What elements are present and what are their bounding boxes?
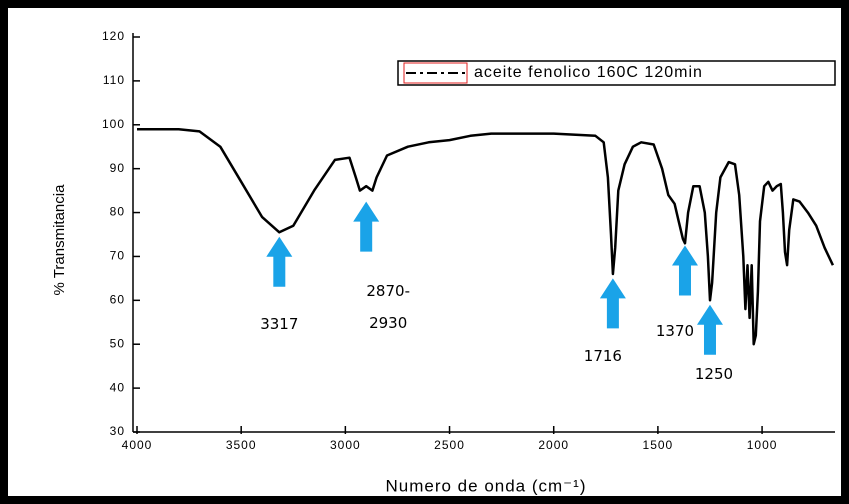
x-tick-label: 2500 xyxy=(434,438,465,452)
x-tick-label: 1500 xyxy=(643,438,674,452)
x-tick-label: 4000 xyxy=(122,438,153,452)
annotation-label: 2930 xyxy=(369,314,407,332)
y-tick-label: 30 xyxy=(110,424,125,438)
legend-label: aceite fenolico 160C 120min xyxy=(474,64,703,81)
x-tick-label: 2000 xyxy=(538,438,569,452)
y-tick-label: 110 xyxy=(103,73,125,87)
x-tick-label: 3000 xyxy=(330,438,361,452)
annotation-arrow xyxy=(671,245,698,296)
annotation-label: 1250 xyxy=(695,365,733,383)
y-tick-label: 40 xyxy=(110,380,125,394)
x-axis-label: Numero de onda (cm⁻¹) xyxy=(386,476,587,495)
x-tick-label: 1000 xyxy=(747,438,778,452)
x-tick-label: 3500 xyxy=(226,438,257,452)
y-axis-label: % Transmitancia xyxy=(51,184,68,296)
annotation-label: 1716 xyxy=(584,347,622,365)
y-tick-label: 50 xyxy=(110,336,125,350)
annotation-label: 2870- xyxy=(366,282,410,300)
y-tick-label: 70 xyxy=(110,249,125,263)
y-tick-label: 120 xyxy=(102,29,125,43)
spectrum-line xyxy=(137,127,835,346)
y-tick-label: 80 xyxy=(110,205,125,219)
legend-box xyxy=(397,60,836,86)
y-tick-label: 60 xyxy=(110,293,125,307)
annotation-label: 3317 xyxy=(260,315,298,333)
y-tick-label: 100 xyxy=(102,117,125,131)
annotation-arrow xyxy=(266,236,293,287)
annotation-label: 1370 xyxy=(656,322,694,340)
annotation-arrow xyxy=(696,304,723,355)
annotation-arrow xyxy=(353,201,380,252)
legend-swatch-box xyxy=(403,62,468,84)
y-tick-label: 90 xyxy=(110,161,125,175)
annotation-arrow xyxy=(599,278,626,329)
